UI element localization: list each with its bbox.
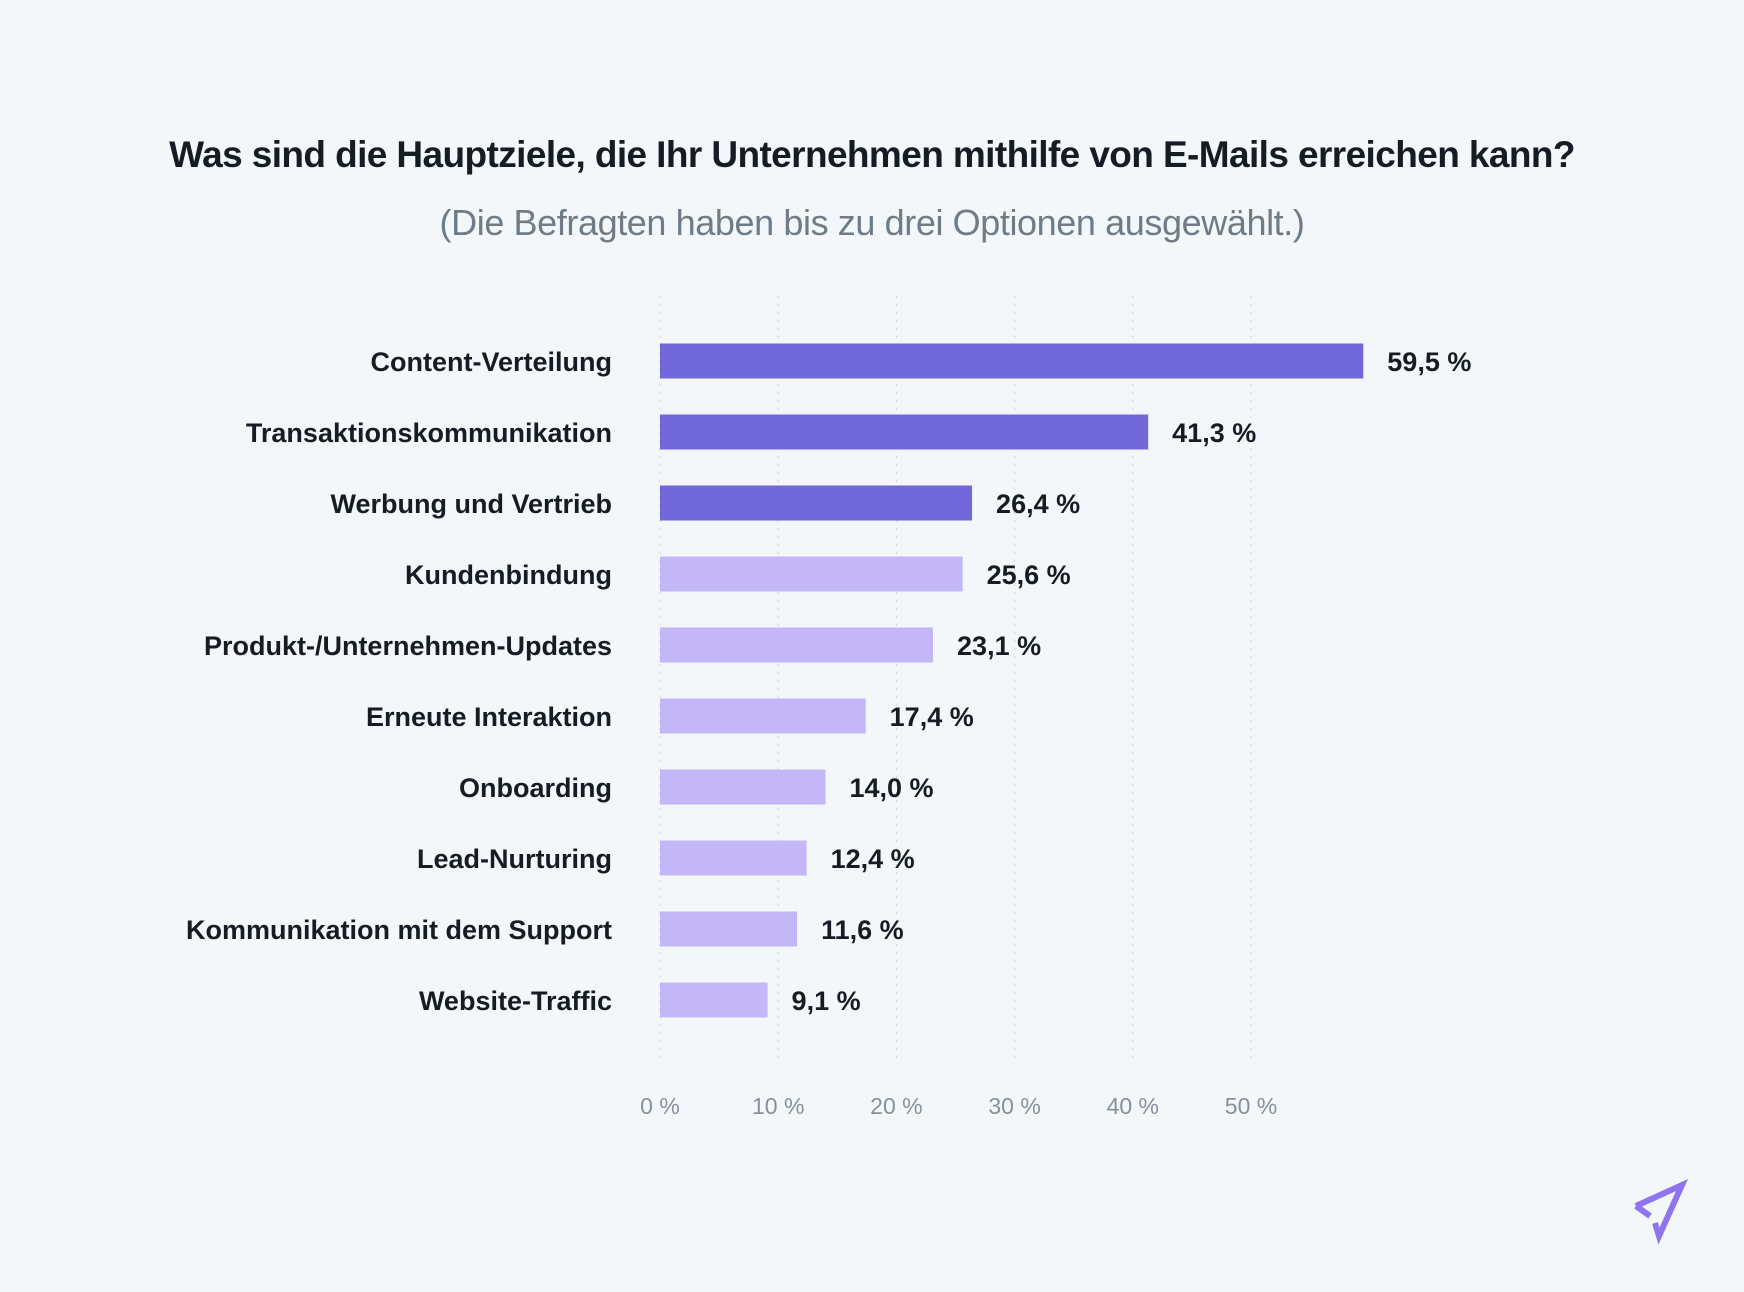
- x-tick-label: 50 %: [1225, 1093, 1277, 1119]
- bar: [660, 556, 963, 592]
- x-tick-label: 30 %: [988, 1093, 1040, 1119]
- category-label: Erneute Interaktion: [366, 702, 612, 732]
- category-label: Content-Verteilung: [371, 347, 613, 377]
- value-label: 25,6 %: [987, 560, 1071, 590]
- bar: [660, 414, 1149, 450]
- x-tick-label: 0 %: [640, 1093, 680, 1119]
- paper-plane-icon: [1634, 1178, 1689, 1245]
- value-labels: 59,5 % 41,3 % 26,4 % 25,6 % 23,1 % 17,4 % 14,0…: [792, 347, 1472, 1016]
- value-label: 26,4 %: [996, 489, 1080, 519]
- bar: [660, 840, 807, 876]
- category-label: Werbung und Vertrieb: [330, 489, 612, 519]
- category-labels: Content-Verteilung Transaktionskommunikat…: [186, 347, 612, 1016]
- bar: [660, 911, 798, 947]
- bars: [660, 343, 1364, 1018]
- category-label: Transaktionskommunikation: [246, 418, 612, 448]
- category-label: Website-Traffic: [419, 986, 612, 1016]
- bar: [660, 698, 866, 734]
- value-label: 14,0 %: [849, 773, 933, 803]
- bar: [660, 769, 826, 805]
- x-tick-label: 10 %: [752, 1093, 804, 1119]
- bar: [660, 982, 768, 1018]
- value-label: 12,4 %: [831, 844, 915, 874]
- bar: [660, 343, 1364, 379]
- category-label: Kommunikation mit dem Support: [186, 915, 612, 945]
- x-axis-ticks: 0 % 10 % 20 % 30 % 40 % 50 %: [640, 1093, 1277, 1119]
- category-label: Produkt-/Unternehmen-Updates: [204, 631, 612, 661]
- bar: [660, 627, 934, 663]
- bar: [660, 485, 973, 521]
- category-label: Kundenbindung: [405, 560, 612, 590]
- value-label: 11,6 %: [821, 915, 904, 945]
- value-label: 17,4 %: [890, 702, 974, 732]
- value-label: 41,3 %: [1172, 418, 1256, 448]
- value-label: 23,1 %: [957, 631, 1041, 661]
- chart-subtitle: (Die Befragten haben bis zu drei Optione…: [439, 202, 1305, 243]
- x-tick-label: 40 %: [1107, 1093, 1159, 1119]
- value-label: 59,5 %: [1387, 347, 1471, 377]
- category-label: Lead-Nurturing: [417, 844, 612, 874]
- value-label: 9,1 %: [792, 986, 861, 1016]
- x-tick-label: 20 %: [870, 1093, 922, 1119]
- category-label: Onboarding: [459, 773, 612, 803]
- chart-title: Was sind die Hauptziele, die Ihr Unterne…: [169, 134, 1575, 175]
